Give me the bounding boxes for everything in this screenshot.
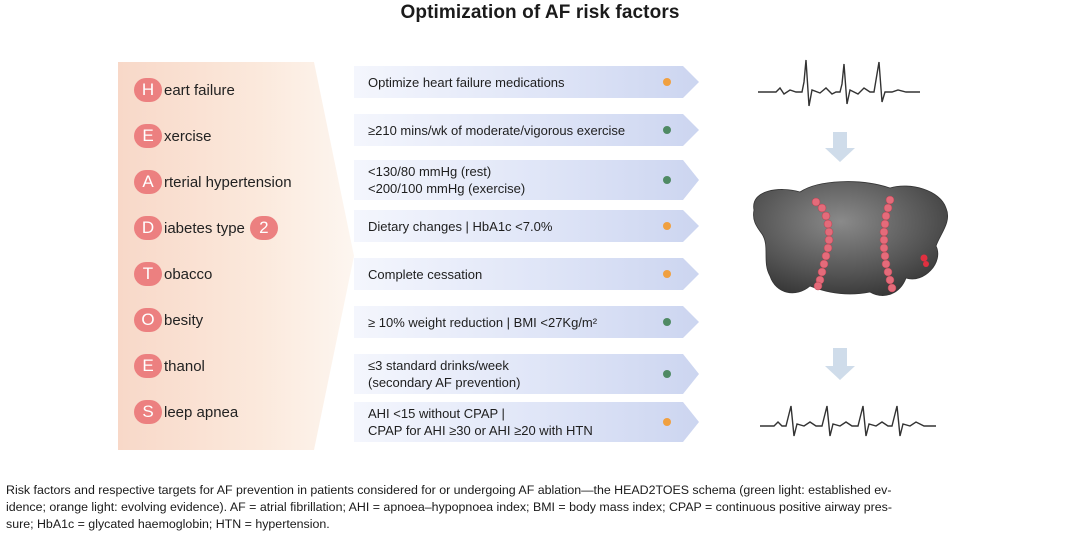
risk-factor-label: besity bbox=[164, 311, 204, 329]
target-box: ≥ 10% weight reduction | BMI <27Kg/m² bbox=[354, 306, 699, 338]
target-text: Complete cessation bbox=[368, 266, 483, 282]
risk-letter-badge: A bbox=[134, 170, 162, 194]
target-text: Dietary changes | HbA1c <7.0% bbox=[368, 218, 553, 234]
ecg-af-trace bbox=[758, 59, 920, 107]
target-text: AHI <15 without CPAP | bbox=[368, 406, 505, 421]
ablation-illustration bbox=[740, 50, 960, 450]
target-box: Complete cessation bbox=[354, 258, 699, 290]
figure-title: Optimization of AF risk factors bbox=[400, 2, 680, 23]
risk-number-badge: 2 bbox=[249, 216, 278, 240]
risk-letter-badge: H bbox=[134, 78, 162, 102]
evolving-evidence-dot bbox=[663, 222, 671, 230]
caption-line: Risk factors and respective targets for … bbox=[6, 483, 892, 497]
ablation-lesion-ring-right bbox=[879, 195, 897, 293]
risk-factor-label: eart failure bbox=[164, 81, 235, 99]
ecg-sinus-trace bbox=[760, 405, 936, 437]
caption-line: idence; orange light: evolving evidence)… bbox=[6, 500, 892, 514]
target-box: AHI <15 without CPAP | CPAP for AHI ≥30 o… bbox=[354, 402, 699, 442]
chevron-shape bbox=[118, 62, 354, 450]
risk-factor-label: rterial hypertension bbox=[164, 173, 292, 191]
target-text: <130/80 mmHg (rest) bbox=[368, 164, 492, 179]
target-text: <200/100 mmHg (exercise) bbox=[368, 181, 526, 196]
risk-factor-label: obacco bbox=[164, 265, 213, 283]
target-text: ≤3 standard drinks/week bbox=[368, 358, 509, 373]
target-box: Dietary changes | HbA1c <7.0% bbox=[354, 210, 699, 242]
evolving-evidence-dot bbox=[663, 418, 671, 426]
left-atrium-icon bbox=[753, 181, 948, 296]
risk-letter-badge: E bbox=[134, 354, 162, 378]
figure-caption: Risk factors and respective targets for … bbox=[6, 482, 1076, 533]
target-box: <130/80 mmHg (rest) <200/100 mmHg (exerci… bbox=[354, 160, 699, 200]
target-text: ≥210 mins/wk of moderate/vigorous exerci… bbox=[368, 122, 626, 138]
established-evidence-dot bbox=[663, 370, 671, 378]
risk-letter-badge: T bbox=[134, 262, 162, 286]
down-arrow-icon bbox=[825, 132, 855, 162]
down-arrow-icon bbox=[825, 348, 855, 380]
evolving-evidence-dot bbox=[663, 270, 671, 278]
target-text: ≥ 10% weight reduction | BMI <27Kg/m² bbox=[368, 314, 598, 330]
risk-factor-label: thanol bbox=[164, 357, 205, 375]
risk-letter-badge: D bbox=[134, 216, 162, 240]
evolving-evidence-dot bbox=[663, 78, 671, 86]
risk-factor-label: leep apnea bbox=[164, 403, 239, 421]
established-evidence-dot bbox=[663, 176, 671, 184]
risk-letter-badge: S bbox=[134, 400, 162, 424]
caption-line: sure; HbA1c = glycated haemoglobin; HTN … bbox=[6, 517, 330, 531]
risk-letter-badge: E bbox=[134, 124, 162, 148]
target-text: (secondary AF prevention) bbox=[368, 375, 521, 390]
risk-factor-label: iabetes type bbox=[164, 219, 245, 237]
target-box: ≥210 mins/wk of moderate/vigorous exerci… bbox=[354, 114, 699, 146]
target-text: CPAP for AHI ≥30 or AHI ≥20 with HTN bbox=[368, 423, 593, 438]
risk-factor-label: xercise bbox=[164, 127, 212, 145]
target-box: Optimize heart failure medications bbox=[354, 66, 699, 98]
target-box: ≤3 standard drinks/week (secondary AF pre… bbox=[354, 354, 699, 394]
established-evidence-dot bbox=[663, 318, 671, 326]
target-text: Optimize heart failure medications bbox=[368, 74, 565, 90]
established-evidence-dot bbox=[663, 126, 671, 134]
ablation-lesion-ring-left bbox=[811, 197, 834, 291]
risk-letter-badge: O bbox=[134, 308, 162, 332]
chevron-background bbox=[118, 62, 354, 450]
